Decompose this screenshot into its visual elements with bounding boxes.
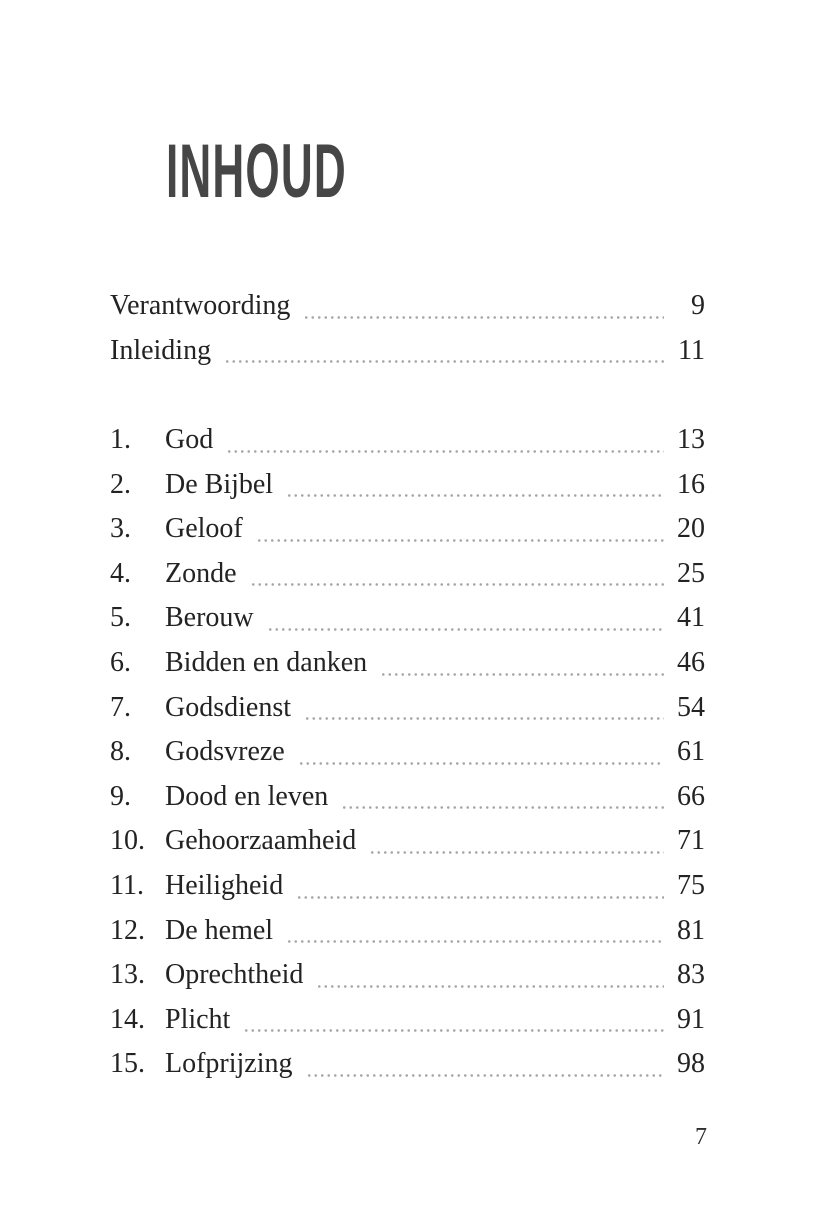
chapter-title: Lofprijzing	[165, 1048, 293, 1080]
chapter-number: 1.	[110, 424, 131, 455]
chapter-page-number: 20	[677, 513, 705, 545]
chapter-title: Geloof	[165, 513, 243, 545]
chapter-page-number: 66	[677, 780, 705, 812]
chapter-page-number: 75	[677, 869, 705, 901]
chapter-number: 15.	[110, 1048, 145, 1080]
front-matter-list: Verantwoording 9 Inleiding 11	[110, 284, 705, 373]
chapter-number: 10.	[110, 825, 145, 857]
chapter-page-number: 54	[677, 691, 705, 723]
toc-entry: 9. Dood en leven 66	[110, 775, 705, 820]
page-folio-number: 7	[695, 1124, 707, 1150]
entry-title: Inleiding	[110, 334, 212, 366]
chapter-title: Godsdienst	[165, 691, 291, 723]
dotted-leader	[224, 360, 664, 364]
chapter-page-number: 83	[677, 959, 705, 991]
toc-entry: 13. Oprechtheid 83	[110, 953, 705, 998]
chapter-number: 7.	[110, 691, 131, 723]
dotted-leader	[296, 895, 664, 899]
entry-page-number: 11	[678, 334, 705, 366]
chapter-number: 9.	[110, 780, 131, 812]
toc-entry: 1. God 13	[110, 418, 705, 463]
dotted-leader	[304, 717, 664, 721]
chapter-number: 8.	[110, 736, 131, 768]
toc-entry: 11. Heiligheid 75	[110, 864, 705, 909]
chapter-title: Zonde	[165, 557, 237, 589]
toc-entry: Verantwoording 9	[110, 284, 705, 329]
chapter-title: God	[165, 424, 214, 455]
chapter-number: 6.	[110, 646, 131, 678]
dotted-leader	[316, 984, 664, 988]
chapter-title: De Bijbel	[165, 468, 274, 500]
chapter-number: 3.	[110, 513, 131, 545]
dotted-leader	[380, 672, 664, 676]
chapter-page-number: 71	[677, 825, 705, 857]
chapter-number: 2.	[110, 468, 131, 500]
chapter-page-number: 46	[677, 646, 705, 678]
dotted-leader	[226, 449, 664, 453]
chapter-title: Heiligheid	[165, 869, 284, 901]
toc-entry: 6. Bidden en danken 46	[110, 641, 705, 686]
chapter-title: Dood en leven	[165, 780, 329, 812]
page-title: INHOUD	[166, 129, 347, 214]
dotted-leader	[305, 1073, 664, 1077]
toc-entry: Inleiding 11	[110, 329, 705, 374]
chapter-number: 13.	[110, 959, 145, 991]
dotted-leader	[286, 494, 664, 498]
toc-entry: 10. Gehoorzaamheid 71	[110, 819, 705, 864]
dotted-leader	[243, 1029, 664, 1033]
chapter-list: 1. God 13 2. De Bijbel 16 3. Geloof 20 4…	[110, 418, 705, 1087]
chapter-title: Oprechtheid	[165, 959, 304, 991]
toc-entry: 3. Geloof 20	[110, 507, 705, 552]
chapter-page-number: 98	[677, 1048, 705, 1080]
toc-entry: 14. Plicht 91	[110, 998, 705, 1043]
chapter-title: Gehoorzaamheid	[165, 825, 357, 857]
dotted-leader	[369, 850, 664, 854]
chapter-title: Berouw	[165, 602, 254, 634]
dotted-leader	[266, 627, 664, 631]
dotted-leader	[303, 315, 664, 319]
toc-entry: 5. Berouw 41	[110, 596, 705, 641]
chapter-page-number: 13	[677, 424, 705, 455]
chapter-title: Bidden en danken	[165, 646, 368, 678]
dotted-leader	[249, 583, 664, 587]
chapter-number: 14.	[110, 1003, 145, 1035]
dotted-leader	[341, 806, 664, 810]
chapter-page-number: 91	[677, 1003, 705, 1035]
chapter-page-number: 81	[677, 914, 705, 946]
dotted-leader	[297, 761, 664, 765]
toc-entry: 7. Godsdienst 54	[110, 686, 705, 731]
toc-entry: 15. Lofprijzing 98	[110, 1042, 705, 1087]
chapter-number: 12.	[110, 914, 145, 946]
entry-title: Verantwoording	[110, 290, 291, 321]
dotted-leader	[286, 940, 664, 944]
entry-page-number: 9	[691, 290, 705, 321]
chapter-number: 5.	[110, 602, 131, 634]
chapter-number: 4.	[110, 557, 131, 589]
chapter-title: Plicht	[165, 1003, 231, 1035]
chapter-title: De hemel	[165, 914, 274, 946]
toc-entry: 12. De hemel 81	[110, 909, 705, 954]
toc-entry: 2. De Bijbel 16	[110, 463, 705, 508]
toc-entry: 8. Godsvreze 61	[110, 730, 705, 775]
toc-entry: 4. Zonde 25	[110, 552, 705, 597]
chapter-page-number: 25	[677, 557, 705, 589]
chapter-number: 11.	[110, 869, 144, 901]
chapter-page-number: 16	[677, 468, 705, 500]
chapter-page-number: 61	[677, 736, 705, 768]
chapter-page-number: 41	[677, 602, 705, 634]
chapter-title: Godsvreze	[165, 736, 285, 768]
dotted-leader	[255, 538, 664, 542]
